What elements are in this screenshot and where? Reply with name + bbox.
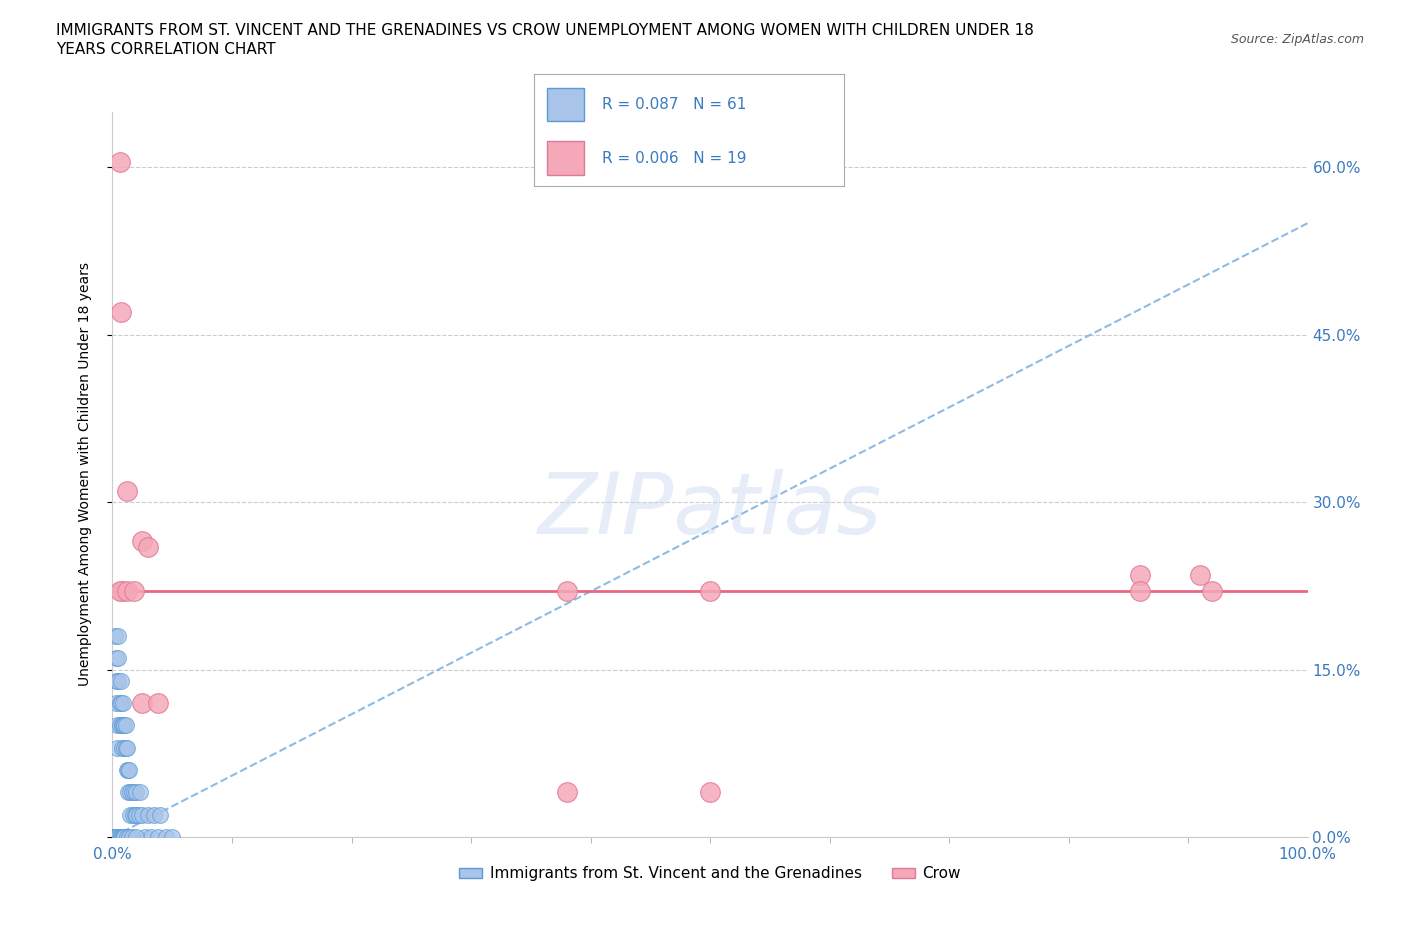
Point xyxy=(155,830,177,844)
Point xyxy=(114,740,135,755)
Point xyxy=(555,785,578,800)
Point xyxy=(115,830,138,844)
Point xyxy=(131,534,153,549)
Point xyxy=(121,807,143,822)
Point xyxy=(146,696,169,711)
Text: R = 0.006   N = 19: R = 0.006 N = 19 xyxy=(602,151,747,166)
Text: YEARS CORRELATION CHART: YEARS CORRELATION CHART xyxy=(56,42,276,57)
Point xyxy=(162,830,183,844)
Point xyxy=(105,696,128,711)
Point xyxy=(104,830,127,844)
Point xyxy=(124,807,146,822)
Point xyxy=(115,584,138,599)
Point xyxy=(143,807,166,822)
Point xyxy=(1201,584,1223,599)
Point xyxy=(108,584,131,599)
Text: IMMIGRANTS FROM ST. VINCENT AND THE GRENADINES VS CROW UNEMPLOYMENT AMONG WOMEN : IMMIGRANTS FROM ST. VINCENT AND THE GREN… xyxy=(56,23,1035,38)
Point xyxy=(104,629,127,644)
Point xyxy=(105,740,128,755)
Point xyxy=(114,718,136,733)
Point xyxy=(138,539,160,554)
Point xyxy=(120,807,142,822)
Point xyxy=(115,763,138,777)
Point xyxy=(111,584,134,599)
Point xyxy=(105,718,128,733)
Point xyxy=(121,785,143,800)
Point xyxy=(1129,584,1152,599)
FancyBboxPatch shape xyxy=(547,87,583,121)
Point xyxy=(134,830,156,844)
Point xyxy=(112,696,135,711)
Point xyxy=(117,785,139,800)
Text: Source: ZipAtlas.com: Source: ZipAtlas.com xyxy=(1230,33,1364,46)
Point xyxy=(699,584,721,599)
Point xyxy=(110,696,132,711)
Point xyxy=(105,830,128,844)
Point xyxy=(131,696,153,711)
Point xyxy=(1129,567,1152,582)
Point xyxy=(105,673,128,688)
Point xyxy=(115,484,138,498)
Legend: Immigrants from St. Vincent and the Grenadines, Crow: Immigrants from St. Vincent and the Gren… xyxy=(453,860,967,887)
Point xyxy=(107,651,129,666)
Point xyxy=(105,830,128,844)
Point xyxy=(121,830,143,844)
Text: R = 0.087   N = 61: R = 0.087 N = 61 xyxy=(602,97,747,112)
Point xyxy=(107,673,129,688)
Point xyxy=(107,629,129,644)
Point xyxy=(115,740,138,755)
Point xyxy=(139,830,162,844)
Point xyxy=(118,830,141,844)
Point xyxy=(110,673,132,688)
Point xyxy=(699,785,721,800)
Point xyxy=(108,154,131,169)
Point xyxy=(125,830,148,844)
Point xyxy=(114,830,135,844)
Point xyxy=(110,830,132,844)
Point xyxy=(122,584,145,599)
Point xyxy=(128,807,150,822)
Point xyxy=(107,830,129,844)
Point xyxy=(103,830,125,844)
Point xyxy=(114,740,136,755)
Point xyxy=(104,830,127,844)
Point xyxy=(555,584,578,599)
Point xyxy=(114,718,135,733)
Point xyxy=(118,763,141,777)
Point xyxy=(146,830,169,844)
Point xyxy=(108,718,131,733)
Y-axis label: Unemployment Among Women with Children Under 18 years: Unemployment Among Women with Children U… xyxy=(77,262,91,686)
Point xyxy=(112,830,135,844)
Point xyxy=(125,807,148,822)
Point xyxy=(131,807,153,822)
FancyBboxPatch shape xyxy=(547,141,583,175)
Point xyxy=(149,807,172,822)
Point xyxy=(129,785,152,800)
Point xyxy=(103,830,125,844)
Point xyxy=(117,763,139,777)
Point xyxy=(108,696,131,711)
Point xyxy=(108,830,131,844)
Point xyxy=(1189,567,1212,582)
Point xyxy=(111,740,134,755)
Point xyxy=(122,785,145,800)
Point xyxy=(105,651,128,666)
Point xyxy=(120,785,142,800)
Point xyxy=(111,830,134,844)
Point xyxy=(138,807,160,822)
Point xyxy=(111,718,134,733)
Point xyxy=(112,718,135,733)
Text: ZIPatlas: ZIPatlas xyxy=(538,469,882,552)
Point xyxy=(110,305,132,320)
Point xyxy=(125,785,148,800)
